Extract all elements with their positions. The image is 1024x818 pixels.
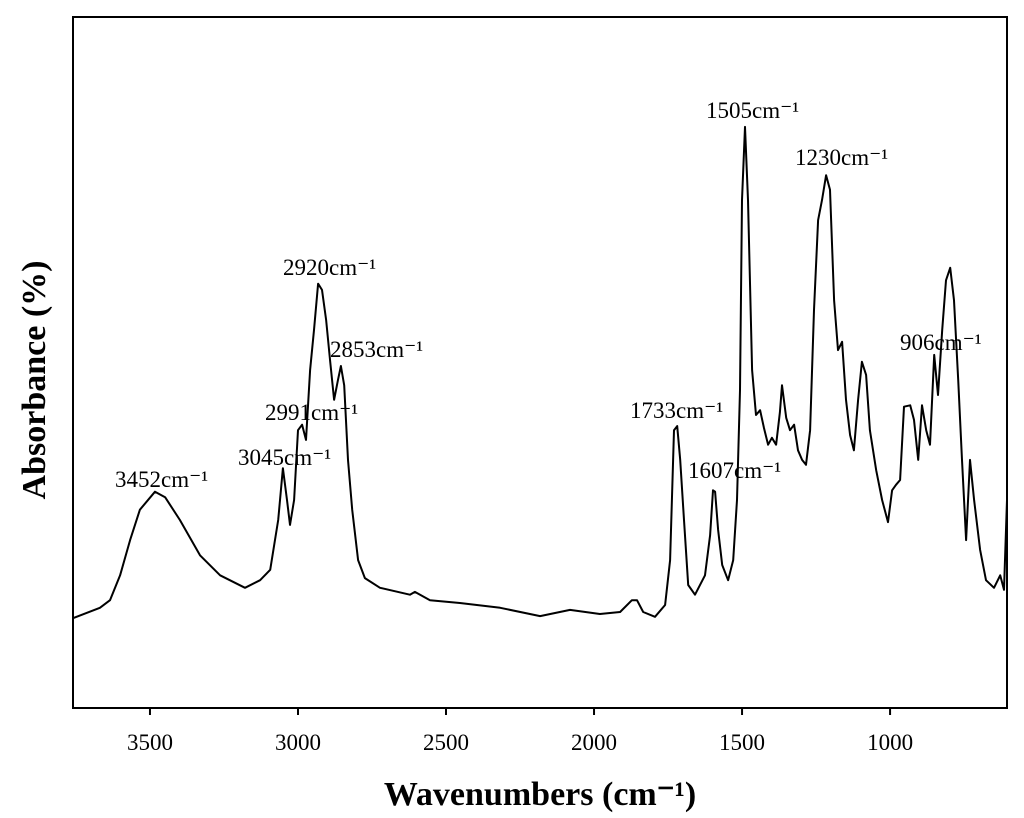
peak-label: 1733cm⁻¹ xyxy=(630,398,723,423)
peak-label: 2853cm⁻¹ xyxy=(330,337,423,362)
peak-label: 1230cm⁻¹ xyxy=(795,145,888,170)
x-tick-label: 3000 xyxy=(275,730,321,755)
x-tick-label: 1000 xyxy=(867,730,913,755)
x-tick-label: 3500 xyxy=(127,730,173,755)
peak-label: 3045cm⁻¹ xyxy=(238,445,331,470)
x-tick-label: 1500 xyxy=(719,730,765,755)
spectrum-line xyxy=(72,125,1008,620)
x-tick-label: 2000 xyxy=(571,730,617,755)
plot-frame xyxy=(72,16,1008,709)
x-tick-label: 2500 xyxy=(423,730,469,755)
peak-label: 2920cm⁻¹ xyxy=(283,255,376,280)
peak-label: 906cm⁻¹ xyxy=(900,330,982,355)
peak-label: 2991cm⁻¹ xyxy=(265,400,358,425)
peak-label: 1505cm⁻¹ xyxy=(706,98,799,123)
peak-label: 1607cm⁻¹ xyxy=(688,458,781,483)
y-axis-label: Absorbance (%) xyxy=(16,261,53,500)
peak-label: 3452cm⁻¹ xyxy=(115,467,208,492)
x-axis-label: Wavenumbers (cm⁻¹) xyxy=(384,776,696,813)
